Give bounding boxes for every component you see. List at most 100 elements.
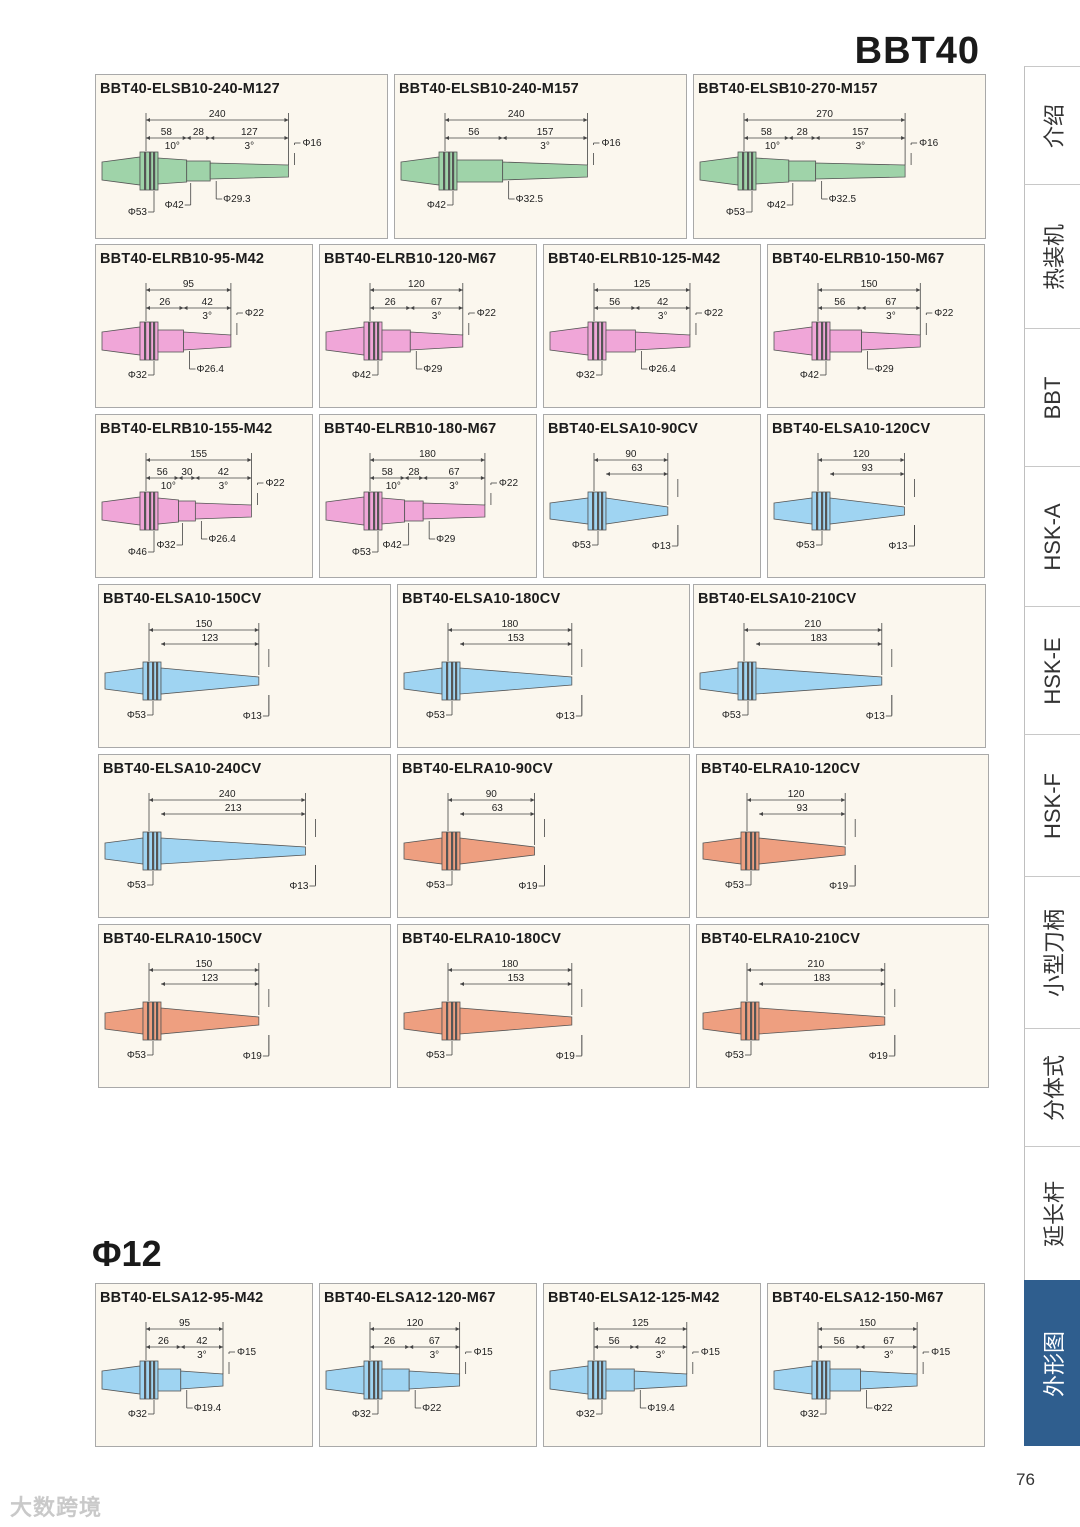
segment-label: 67 <box>431 297 443 308</box>
flange-groove <box>742 152 745 190</box>
flange-groove <box>455 1002 458 1040</box>
tab-modular[interactable]: 分体式 <box>1024 1028 1080 1146</box>
length-label: 270 <box>816 109 833 120</box>
tab-hsk-a[interactable]: HSK-A <box>1024 466 1080 606</box>
tool-body <box>209 162 289 180</box>
section-title: Φ12 <box>92 1233 162 1274</box>
flange-groove <box>754 1002 757 1040</box>
tip-diameter-label: Φ22 <box>499 478 519 489</box>
diameter-label: Φ32 <box>800 1409 820 1420</box>
dimension-arrow <box>818 1327 822 1331</box>
diameter-label: Φ19.4 <box>647 1403 675 1414</box>
dimension-arrow <box>404 476 409 480</box>
segment-label: 157 <box>852 127 869 138</box>
flange-groove <box>377 322 380 360</box>
flange-groove <box>153 492 156 530</box>
length-label: 150 <box>859 1318 876 1329</box>
dimension-arrow <box>747 798 751 802</box>
flange-groove <box>451 832 454 870</box>
product-card: BBT40-ELRA10-120CV 120 93 Φ53 Φ19 <box>696 754 989 918</box>
product-card: BBT40-ELRA10-150CV 150 123 Φ53 Φ19 <box>98 924 391 1088</box>
dimension-arrow <box>759 982 763 986</box>
tab-hsk-f[interactable]: HSK-F <box>1024 734 1080 876</box>
taper-shank <box>773 497 813 525</box>
dimension-arrow <box>567 642 572 646</box>
taper-shank <box>325 326 365 356</box>
diameter-label: Φ46 <box>128 547 148 558</box>
dimension-arrow <box>146 458 150 462</box>
dimension-arrow <box>370 1345 374 1349</box>
taper-shank <box>403 1007 443 1035</box>
tool-body <box>829 1368 861 1392</box>
length-label: 95 <box>183 279 195 290</box>
segment-label: 183 <box>811 633 828 644</box>
dimension-arrow <box>419 476 424 480</box>
flange-groove <box>373 492 376 530</box>
flange-groove <box>750 832 753 870</box>
length-label: 240 <box>508 109 525 120</box>
product-card: BBT40-ELRB10-180-M67 180 58 28 67 10° 3° Φ53 Φ42… <box>319 414 537 578</box>
segment-label: 63 <box>492 803 504 814</box>
watermark-logo: 大数跨境 <box>10 1495 103 1520</box>
flange-groove <box>742 662 745 700</box>
flange-groove <box>149 152 152 190</box>
tab-label: 延长杆 <box>1041 1180 1067 1247</box>
product-code: BBT40-ELRB10-95-M42 <box>100 251 265 267</box>
tip-diameter-label: Φ16 <box>601 138 621 149</box>
dimension-arrow <box>818 306 822 310</box>
length-label: 120 <box>788 789 805 800</box>
product-code: BBT40-ELSB10-240-M127 <box>100 81 280 97</box>
flange-groove <box>816 322 819 360</box>
diameter-label: Φ22 <box>422 1403 442 1414</box>
taper-shank <box>104 837 144 865</box>
flange-groove <box>152 662 155 700</box>
dimension-arrow <box>567 628 572 632</box>
tip-diameter-label: Φ15 <box>237 1347 257 1358</box>
flange-groove <box>156 832 159 870</box>
diameter-label: Φ26.4 <box>648 364 676 375</box>
dimension-arrow <box>400 476 405 480</box>
tab-extension[interactable]: 延长杆 <box>1024 1146 1080 1280</box>
taper-shank <box>101 496 141 526</box>
segment-label: 58 <box>161 127 173 138</box>
segment-label: 28 <box>797 127 809 138</box>
dimension-arrow <box>226 288 231 292</box>
dimension-arrow <box>498 136 503 140</box>
taper-shank <box>549 497 589 525</box>
taper-shank <box>699 667 739 695</box>
product-code: BBT40-ELSA10-90CV <box>548 421 699 437</box>
tab-hsk-e[interactable]: HSK-E <box>1024 606 1080 734</box>
segment-label: 30 <box>181 467 193 478</box>
diameter-label: Φ42 <box>383 540 403 551</box>
flange-groove <box>144 322 147 360</box>
product-card: BBT40-ELRB10-125-M42 125 56 42 3° Φ32 Φ26.4 Φ22 <box>543 244 761 408</box>
length-label: 90 <box>625 449 637 460</box>
taper-shank <box>702 1007 742 1035</box>
taper-shank <box>104 1007 144 1035</box>
dimension-arrow <box>913 1327 918 1331</box>
diameter-label: Φ22 <box>873 1403 893 1414</box>
tip-diameter-label: Φ22 <box>704 308 724 319</box>
flange-groove <box>455 832 458 870</box>
tool-body <box>381 497 406 525</box>
angle-label: 3° <box>202 311 212 322</box>
tool-body <box>422 502 486 520</box>
dimension-arrow <box>913 1345 918 1349</box>
product-card: BBT40-ELSA10-240CV 240 213 Φ53 Φ13 <box>98 754 391 918</box>
tab-small-holder[interactable]: 小型刀柄 <box>1024 876 1080 1028</box>
dimension-arrow <box>219 1327 223 1331</box>
dimension-arrow <box>458 288 463 292</box>
tab-bbt[interactable]: BBT <box>1024 328 1080 466</box>
dimension-arrow <box>146 306 150 310</box>
flange-groove <box>601 1361 604 1399</box>
diameter-label: Φ32.5 <box>516 194 544 205</box>
tab-shrink-machine[interactable]: 热装机 <box>1024 184 1080 328</box>
flange-groove <box>750 1002 753 1040</box>
dimension-arrow <box>567 968 572 972</box>
segment-label: 56 <box>157 467 169 478</box>
dimension-arrow <box>455 1327 460 1331</box>
tab-outline-drawings[interactable]: 外形图 <box>1024 1280 1080 1446</box>
tab-intro[interactable]: 介绍 <box>1024 66 1080 184</box>
angle-label: 10° <box>165 141 180 152</box>
tool-drawing: 125 56 42 3° Φ32 Φ19.4 Φ15 <box>549 1318 720 1420</box>
